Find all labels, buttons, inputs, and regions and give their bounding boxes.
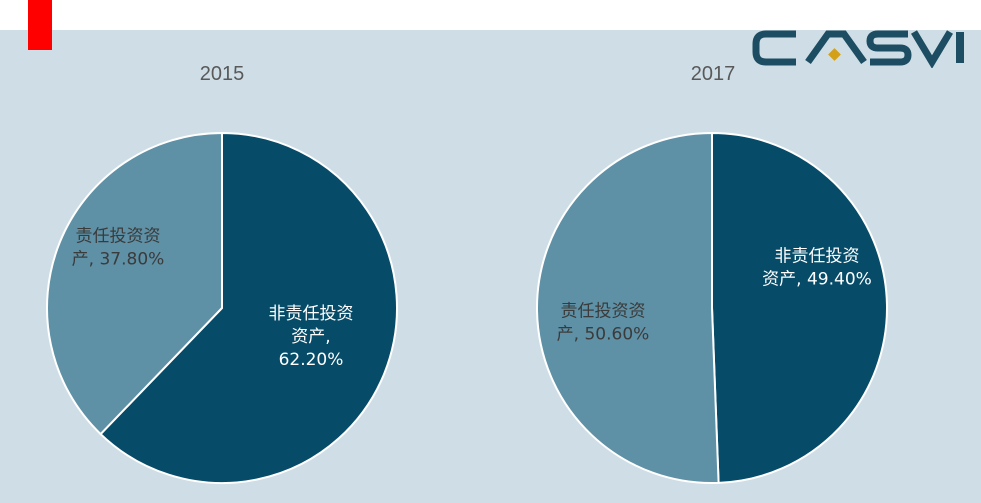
pie-slice-responsible [536,131,720,484]
slice-label-line: 资产, [291,327,330,347]
slice-label-line: 产, 50.60% [557,325,650,345]
slice-label-line: 责任投资资 [76,227,161,247]
slice-label: 责任投资资产, 50.60% [557,302,650,345]
slice-label-line: 62.20% [279,350,344,370]
slice-label-line: 资产, 49.40% [762,270,872,290]
slice-label-line: 产, 37.80% [72,250,165,270]
pie-slice-responsible [46,131,223,436]
slice-label: 非责任投资资产, 49.40% [762,247,872,290]
red-marker [28,0,52,50]
chart-title: 2017 [690,63,736,85]
slice-label-line: 非责任投资 [269,304,354,324]
slice-label: 责任投资资产, 37.80% [72,227,165,270]
slice-label-line: 责任投资资 [561,302,646,322]
slice-label-line: 非责任投资 [775,247,860,267]
casvi-logo [752,30,964,68]
pie-slice-non-responsible [711,131,888,484]
pie-slice-non-responsible [99,131,398,484]
chart-title: 2015 [199,63,245,85]
slice-label: 非责任投资资产, 62.20% [269,304,354,370]
